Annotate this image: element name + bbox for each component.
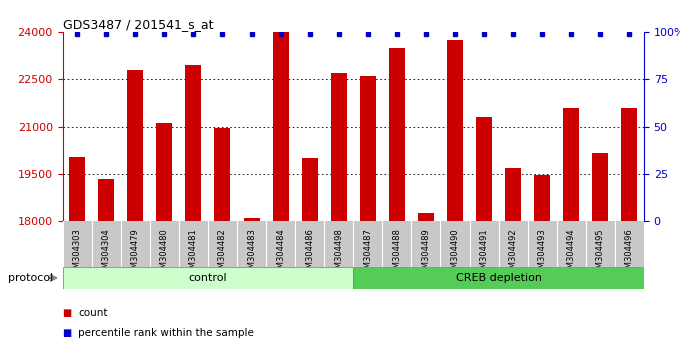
Text: GSM304481: GSM304481	[189, 228, 198, 279]
Text: GSM304495: GSM304495	[596, 228, 605, 279]
Text: GSM304304: GSM304304	[102, 228, 111, 279]
Text: GSM304479: GSM304479	[131, 228, 139, 279]
Text: GSM304491: GSM304491	[479, 228, 488, 279]
Text: GSM304483: GSM304483	[247, 228, 256, 279]
Bar	[63, 267, 353, 289]
Text: GSM304492: GSM304492	[509, 228, 517, 279]
Text: GDS3487 / 201541_s_at: GDS3487 / 201541_s_at	[63, 18, 213, 31]
Bar	[476, 117, 492, 221]
Text: GSM304489: GSM304489	[422, 228, 430, 279]
Bar	[447, 40, 463, 221]
Text: GSM304493: GSM304493	[538, 228, 547, 279]
Text: count: count	[78, 308, 107, 318]
Text: GSM304490: GSM304490	[451, 228, 460, 279]
Bar	[186, 65, 201, 221]
Bar	[505, 167, 521, 221]
Text: GSM304498: GSM304498	[335, 228, 343, 279]
Bar	[127, 70, 143, 221]
Text: control: control	[188, 273, 227, 283]
Bar	[534, 176, 550, 221]
Bar	[69, 156, 85, 221]
Text: ■: ■	[63, 328, 72, 338]
Text: GSM304480: GSM304480	[160, 228, 169, 279]
Text: GSM304303: GSM304303	[73, 228, 82, 279]
Bar	[353, 267, 644, 289]
Bar	[418, 213, 434, 221]
Text: percentile rank within the sample: percentile rank within the sample	[78, 328, 254, 338]
Bar	[214, 128, 231, 221]
Text: protocol: protocol	[8, 273, 54, 283]
Text: CREB depletion: CREB depletion	[456, 273, 541, 283]
Bar	[243, 218, 260, 221]
Text: GSM304484: GSM304484	[276, 228, 285, 279]
Bar	[156, 124, 172, 221]
Text: GSM304494: GSM304494	[567, 228, 576, 279]
Bar	[360, 76, 376, 221]
Bar	[563, 108, 579, 221]
Text: GSM304487: GSM304487	[363, 228, 372, 279]
Bar	[330, 73, 347, 221]
Bar	[592, 153, 609, 221]
Bar	[302, 158, 318, 221]
Bar	[622, 108, 637, 221]
Text: ■: ■	[63, 308, 72, 318]
Text: GSM304486: GSM304486	[305, 228, 314, 279]
Bar	[389, 48, 405, 221]
Bar	[98, 179, 114, 221]
Text: GSM304488: GSM304488	[392, 228, 401, 279]
Text: GSM304482: GSM304482	[218, 228, 227, 279]
Bar	[273, 19, 288, 221]
Text: GSM304496: GSM304496	[625, 228, 634, 279]
